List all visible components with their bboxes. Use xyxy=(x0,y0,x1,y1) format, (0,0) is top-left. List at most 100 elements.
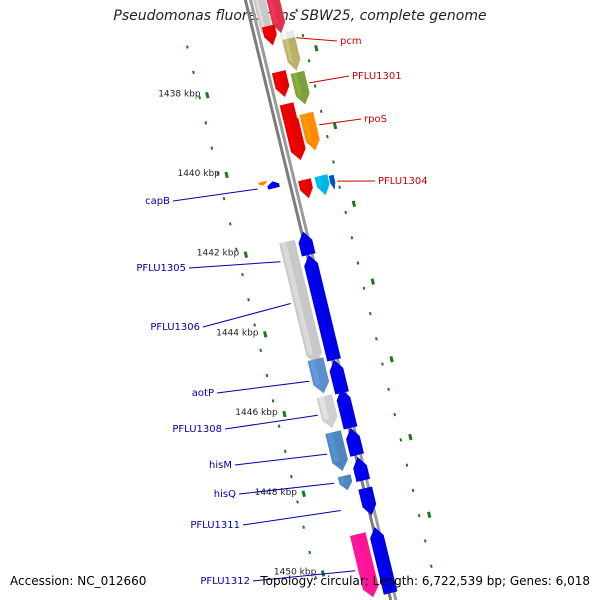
gene-feature-red-shade xyxy=(263,26,270,37)
gene-feature-red-shade xyxy=(273,72,282,89)
minor-left-tick xyxy=(302,525,305,529)
minor-right-tick xyxy=(417,513,421,518)
major-tick xyxy=(282,410,287,418)
minor-left-tick xyxy=(265,373,269,378)
gene-feature-hism xyxy=(346,427,364,457)
minor-left-tick xyxy=(247,298,250,302)
major-tick xyxy=(408,433,413,441)
minor-left-tick xyxy=(308,550,312,555)
gene-label-leader xyxy=(296,37,338,42)
gene-label-leader xyxy=(242,510,341,526)
minor-left-tick xyxy=(290,474,293,479)
minor-right-tick xyxy=(356,261,360,265)
minor-left-tick xyxy=(192,70,195,75)
major-tick xyxy=(205,91,210,99)
major-tick xyxy=(389,356,394,363)
gene-label-leader xyxy=(319,118,362,126)
minor-right-tick xyxy=(368,311,372,316)
gene-label-leader xyxy=(188,261,281,269)
gene-feature-pflu1304-shade xyxy=(316,176,323,187)
gene-feature-hism-blue-shade xyxy=(327,432,340,463)
gene-feature-pflu1304-edge-shade xyxy=(330,175,333,183)
minor-left-tick xyxy=(296,500,299,504)
gene-feature-pflu1305-shade xyxy=(300,241,308,256)
kbp-label: 1444 kbp xyxy=(216,328,259,338)
gene-label-pflu1311: PFLU1311 xyxy=(190,520,240,531)
gene-feature-small-orange xyxy=(258,180,267,186)
gene-feature-pflu1312-shade xyxy=(372,537,390,595)
major-tick xyxy=(224,171,229,179)
minor-left-tick xyxy=(314,576,318,580)
gene-label-aotp: aotP xyxy=(192,388,214,399)
kbp-label: 1440 kbp xyxy=(177,169,220,179)
gene-feature-red-shade xyxy=(300,180,306,191)
gene-feature-pflu1306-shade xyxy=(306,264,334,361)
gene-feature-hisq-shade xyxy=(355,467,363,482)
kbp-label: 1450 kbp xyxy=(274,568,317,578)
accession-label: Accession: NC_012660 xyxy=(10,574,147,588)
minor-right-tick xyxy=(393,412,396,417)
minor-left-tick xyxy=(228,222,232,226)
gene-feature-pflu1308-grey-shade xyxy=(318,396,329,420)
gene-label-pflu1305: PFLU1305 xyxy=(136,263,186,274)
major-tick xyxy=(427,511,432,519)
gene-feature-aotp-blue-shade xyxy=(309,359,321,385)
gene-label-leader xyxy=(234,453,328,466)
gene-feature-hism-shade xyxy=(348,437,357,457)
gene-feature-red-shade xyxy=(285,119,298,152)
kbp-label: 1438 kbp xyxy=(158,89,201,99)
major-tick xyxy=(370,278,375,285)
minor-right-tick xyxy=(350,236,354,240)
major-tick xyxy=(314,45,319,52)
minor-right-tick xyxy=(326,134,329,139)
gene-feature-pink-top-shade xyxy=(268,0,278,25)
minor-left-tick xyxy=(235,247,238,251)
gene-label-pflu1301: PFLU1301 xyxy=(352,71,402,82)
gene-label-leader xyxy=(202,303,291,328)
gene-label-pflu1308: PFLU1308 xyxy=(172,424,222,435)
gene-feature-capb-shade xyxy=(269,185,273,190)
minor-right-tick xyxy=(307,59,311,63)
kbp-label: 1448 kbp xyxy=(255,488,298,498)
minor-left-tick xyxy=(216,171,220,176)
gene-label-pflu1312: PFLU1312 xyxy=(200,576,250,587)
major-tick xyxy=(263,331,268,338)
minor-left-tick xyxy=(277,424,281,428)
genome-stats-label: Topology: circular; Length: 6,722,539 bp… xyxy=(260,574,590,588)
minor-right-tick xyxy=(399,438,403,442)
minor-right-tick xyxy=(411,488,415,493)
gene-feature-aotp xyxy=(329,359,349,395)
minor-left-tick xyxy=(271,399,275,403)
gene-label-leader xyxy=(309,75,350,84)
major-tick xyxy=(351,200,357,208)
gene-label-leader xyxy=(216,380,310,394)
gene-feature-pcm-neighbour-shade xyxy=(255,0,266,32)
gene-label-leader xyxy=(238,482,335,495)
minor-right-tick xyxy=(295,8,299,13)
major-tick xyxy=(243,251,249,258)
minor-right-tick xyxy=(430,564,433,568)
minor-right-tick xyxy=(405,463,409,467)
major-tick xyxy=(332,122,338,130)
gene-feature-hisq-blue xyxy=(337,474,353,491)
gene-label-pflu1304: PFLU1304 xyxy=(378,176,428,187)
gene-label-leader xyxy=(252,570,356,582)
gene-feature-pflu1305-grey-shade xyxy=(281,241,314,356)
gene-feature-pflu1311-shade xyxy=(360,488,369,507)
minor-right-tick xyxy=(362,286,366,290)
gene-feature-red-shade xyxy=(281,104,290,120)
gene-label-rpos: rpoS xyxy=(364,114,387,125)
gene-feature-pflu1312-pink-shade xyxy=(351,534,370,589)
gene-feature-pflu1301-shade xyxy=(292,72,302,96)
major-tick xyxy=(320,570,326,577)
gene-label-leader xyxy=(172,188,258,202)
minor-right-tick xyxy=(375,337,378,341)
minor-right-tick xyxy=(301,33,305,38)
gene-feature-capb xyxy=(267,181,280,190)
gene-label-hism: hisM xyxy=(209,460,232,471)
gene-label-leader xyxy=(224,414,318,430)
minor-right-tick xyxy=(319,109,323,114)
map-title: Pseudomonas fluorescens SBW25, complete … xyxy=(113,8,487,24)
minor-right-tick xyxy=(313,84,317,88)
gene-label-pcm: pcm xyxy=(340,36,362,47)
